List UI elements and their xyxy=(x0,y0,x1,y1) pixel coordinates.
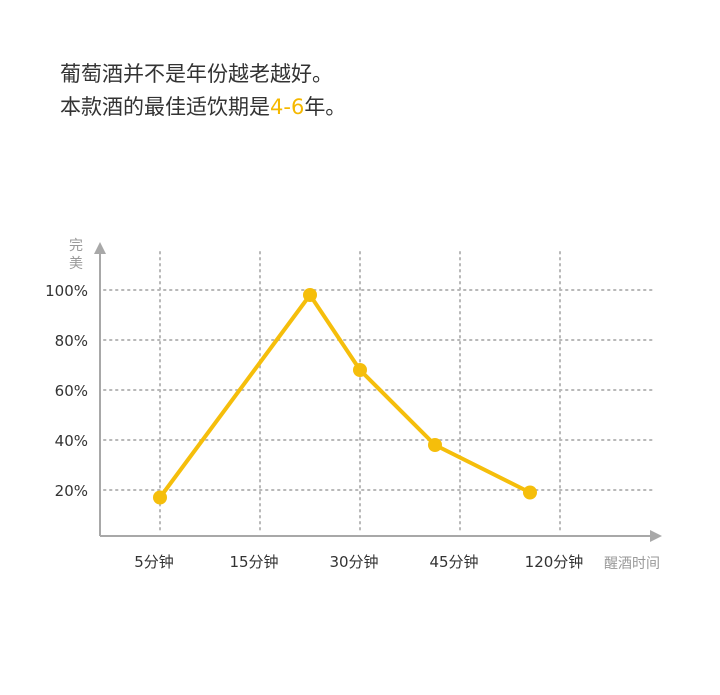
y-tick-label: 100% xyxy=(45,282,88,300)
data-point xyxy=(353,363,367,377)
intro-line-2-suffix: 年。 xyxy=(304,95,347,119)
y-tick-label: 20% xyxy=(55,482,88,500)
data-points xyxy=(153,288,537,505)
intro-line-1-text: 葡萄酒并不是年份越老越好。 xyxy=(60,62,333,86)
y-axis-title: 完美 xyxy=(69,238,83,272)
y-tick-label: 80% xyxy=(55,332,88,350)
axes xyxy=(94,242,662,542)
intro-line-2-highlight: 4-6 xyxy=(270,95,305,119)
data-point xyxy=(303,288,317,302)
x-axis-arrow-icon xyxy=(650,530,662,542)
x-tick-label: 30分钟 xyxy=(329,553,378,571)
data-point xyxy=(428,438,442,452)
data-point xyxy=(523,485,537,500)
intro-line-2: 本款酒的最佳适饮期是4-6年。 xyxy=(60,91,346,124)
vertical-gridlines xyxy=(159,251,561,535)
data-point xyxy=(153,490,167,505)
y-axis-title-char: 美 xyxy=(69,256,83,272)
intro-line-2-prefix: 本款酒的最佳适饮期是 xyxy=(60,95,270,119)
x-tick-label: 15分钟 xyxy=(229,553,278,571)
x-tick-labels: 5分钟 15分钟 30分钟 45分钟 120分钟 xyxy=(134,553,583,571)
intro-line-1: 葡萄酒并不是年份越老越好。 xyxy=(60,58,346,91)
x-axis-title: 醒酒时间 xyxy=(604,556,660,572)
y-tick-label: 40% xyxy=(55,432,88,450)
y-axis-arrow-icon xyxy=(94,242,106,254)
x-tick-label: 120分钟 xyxy=(525,553,584,571)
series-line xyxy=(158,293,532,500)
x-tick-label: 5分钟 xyxy=(134,553,174,571)
y-tick-label: 60% xyxy=(55,382,88,400)
intro-text: 葡萄酒并不是年份越老越好。 本款酒的最佳适饮期是4-6年。 xyxy=(60,58,346,124)
y-tick-labels: 100% 80% 60% 40% 20% xyxy=(45,282,88,500)
y-axis-title-char: 完 xyxy=(69,238,83,254)
x-tick-label: 45分钟 xyxy=(429,553,478,571)
